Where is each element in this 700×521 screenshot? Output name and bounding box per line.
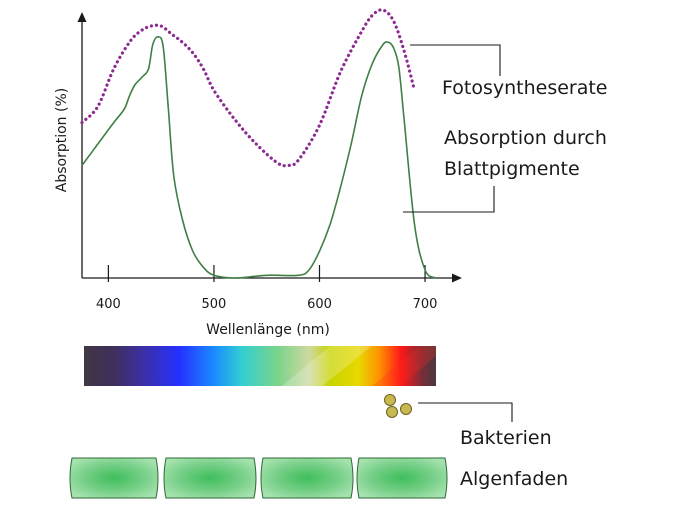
alga-cell [356, 457, 448, 499]
alga-cell [163, 457, 257, 499]
bacterium [386, 406, 398, 418]
spectrum-highlight [282, 346, 372, 386]
alga-label: Algenfaden [460, 468, 568, 490]
photosynthesis-label: Fotosyntheserate [442, 77, 608, 99]
bacterium [400, 403, 412, 415]
alga-filament [69, 457, 448, 499]
absorption-leader-line [403, 186, 495, 213]
x-tick-label: 700 [413, 297, 438, 312]
alga-cell [69, 457, 159, 499]
absorption-label-line1: Absorption durch [444, 127, 607, 149]
x-axis-arrowhead [452, 273, 462, 283]
absorption-label-line2: Blattpigmente [444, 158, 580, 180]
axes [77, 12, 462, 283]
x-axis-title: Wellenlänge (nm) [206, 322, 330, 338]
y-axis-arrowhead [77, 12, 87, 22]
spectrum-band [84, 346, 436, 386]
photosynthesis-leader-line [410, 44, 501, 76]
bacterium [384, 394, 396, 406]
pigment-absorption-line [81, 35, 437, 279]
y-axis-title: Absorption (%) [54, 88, 70, 192]
x-tick-label: 600 [307, 297, 332, 312]
x-tick-label: 500 [202, 297, 227, 312]
x-tick-label: 400 [96, 297, 121, 312]
light-spectrum [84, 346, 436, 386]
spectrum-red-glow [372, 346, 436, 386]
x-ticks: 400 500 600 700 [96, 265, 437, 312]
bacteria-leader-line [418, 402, 513, 422]
photosynthesis-rate-line [80, 8, 417, 168]
alga-cell [260, 457, 354, 499]
bacteria-cluster [384, 394, 412, 418]
bacteria-label: Bakterien [460, 427, 552, 449]
